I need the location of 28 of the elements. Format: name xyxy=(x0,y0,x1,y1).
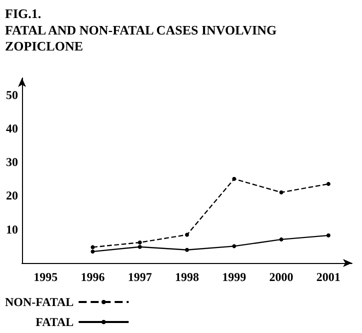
x-tick-label: 2000 xyxy=(269,270,294,284)
y-tick-label: 20 xyxy=(6,188,18,203)
x-tick-label: 1999 xyxy=(222,270,246,284)
y-tick-label: 50 xyxy=(6,88,18,102)
x-tick-label: 1996 xyxy=(80,270,105,284)
x-tick-label: 1998 xyxy=(175,270,199,284)
y-tick-label: 40 xyxy=(6,121,18,136)
y-tick-label: 30 xyxy=(6,155,18,170)
point xyxy=(326,182,330,186)
point xyxy=(279,237,284,242)
point xyxy=(90,250,95,254)
x-tick-label: 2001 xyxy=(316,270,340,284)
point xyxy=(185,248,189,252)
point xyxy=(90,245,95,250)
point xyxy=(138,244,142,249)
x-tick-label: 1997 xyxy=(128,270,152,284)
chart-subtitle: FATAL AND NON-FATAL CASES INVOLVING ZOPICLONE xyxy=(5,22,277,54)
point xyxy=(232,244,236,248)
point xyxy=(232,176,236,181)
point xyxy=(185,232,189,237)
point xyxy=(326,233,330,238)
x-tick-label: 1995 xyxy=(34,270,58,284)
y-tick-label: 10 xyxy=(6,222,18,236)
chart-title: FIG.1. xyxy=(5,6,42,21)
legend-label: NON-FATAL xyxy=(4,295,74,309)
point xyxy=(279,190,284,194)
legend-label: FATAL xyxy=(36,315,74,329)
point xyxy=(138,240,142,244)
